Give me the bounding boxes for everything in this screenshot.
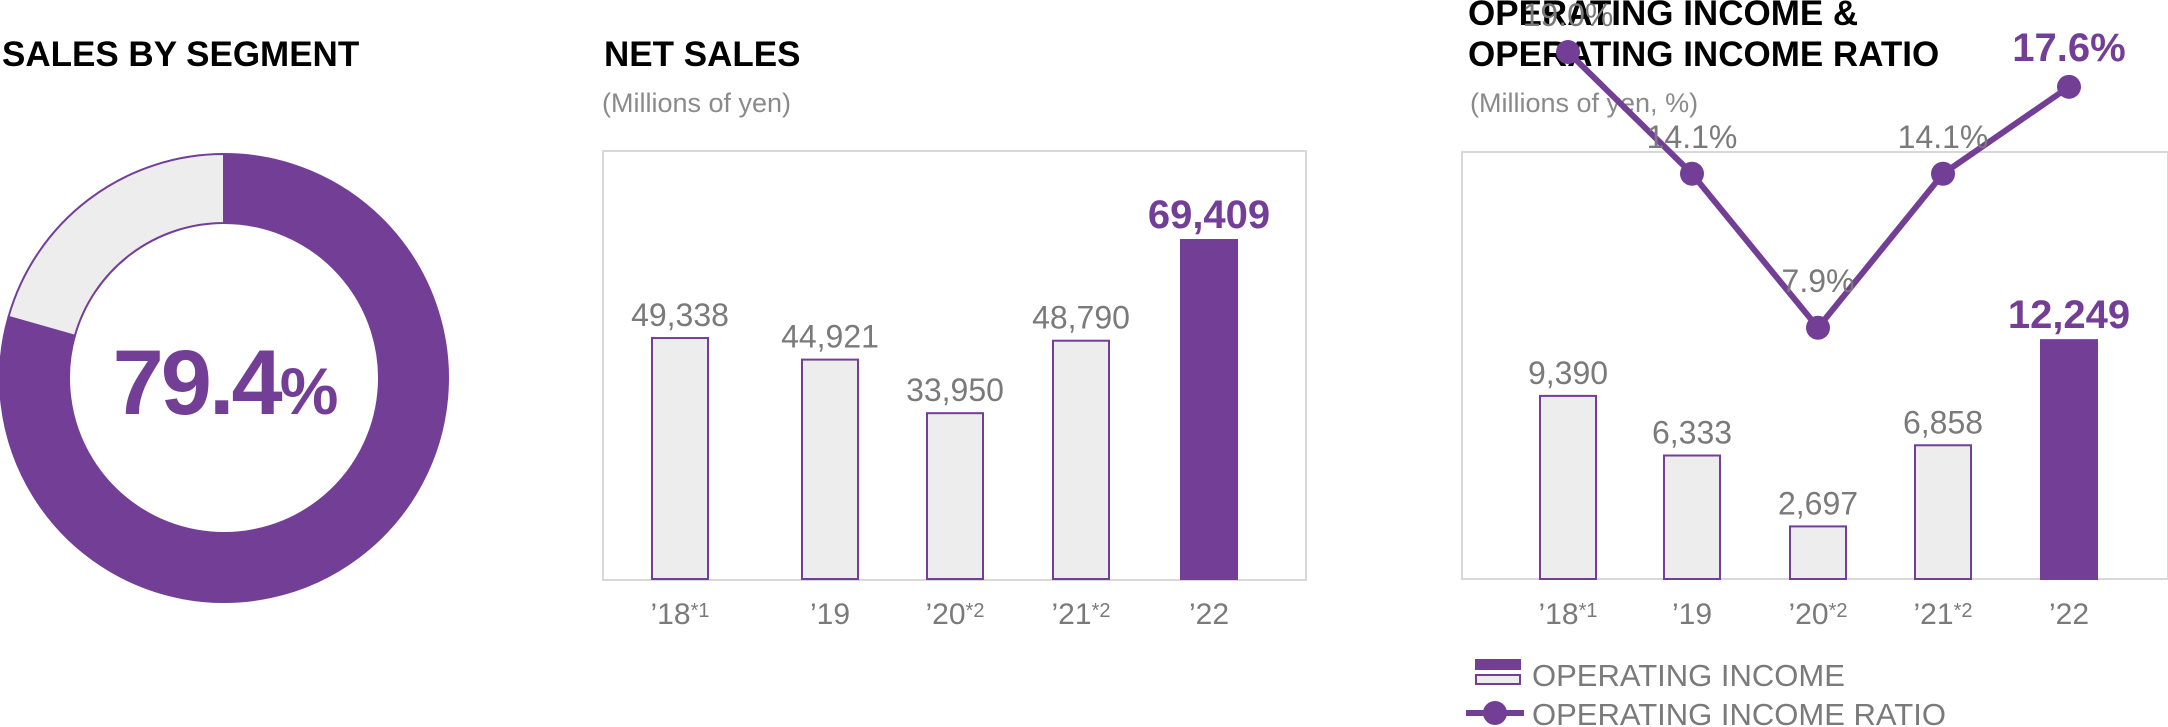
- operating-ratio-point-3: [1931, 161, 1955, 186]
- operating-ratio-value-label-0: 19.0%: [1523, 0, 1614, 33]
- net-sales-title: NET SALES: [604, 35, 801, 74]
- operating-ratio-value-label-3: 14.1%: [1898, 119, 1989, 155]
- operating-income-bar-2: [1789, 525, 1847, 581]
- operating-category-label-2: ’20*2: [1789, 598, 1848, 631]
- net-sales-bar-4: [1180, 239, 1238, 580]
- operating-income-value-label-2: 2,697: [1778, 485, 1858, 521]
- operating-title-line2: OPERATING INCOME RATIO: [1468, 35, 1940, 74]
- legend-ratio-label: OPERATING INCOME RATIO: [1532, 697, 1946, 727]
- net-sales-bar-3: [1052, 339, 1110, 580]
- segment-title: SALES BY SEGMENT: [2, 35, 360, 74]
- operating-ratio-value-label-1: 14.1%: [1647, 119, 1738, 155]
- operating-ratio-point-0: [1556, 40, 1580, 65]
- net-sales-value-label-0: 49,338: [631, 297, 729, 333]
- donut-center-label: 79.4%: [113, 332, 337, 434]
- net-sales-value-label-4: 69,409: [1148, 193, 1270, 237]
- net-sales-value-label-1: 44,921: [781, 319, 879, 355]
- operating-category-label-0: ’18*1: [1539, 598, 1598, 631]
- net-sales-category-label-0: ’18*1: [651, 598, 710, 631]
- legend-income-label: OPERATING INCOME: [1532, 658, 1845, 693]
- operating-income-value-label-3: 6,858: [1903, 404, 1983, 440]
- operating-unit: (Millions of yen, %): [1470, 88, 1699, 118]
- net-sales-value-label-2: 33,950: [906, 372, 1004, 408]
- operating-category-label-4: ’22: [2049, 598, 2089, 631]
- legend-ratio-marker: [1483, 701, 1507, 725]
- operating-ratio-point-2: [1806, 315, 1830, 340]
- operating-ratio-value-label-4: 17.6%: [2012, 26, 2125, 70]
- net-sales-unit: (Millions of yen): [602, 88, 792, 118]
- net-sales-category-label-1: ’19: [810, 598, 850, 631]
- net-sales-bar-2: [926, 412, 984, 580]
- operating-income-value-label-1: 6,333: [1652, 415, 1732, 451]
- operating-income-bar-0: [1539, 394, 1597, 580]
- net-sales-category-label-4: ’22: [1189, 598, 1229, 631]
- operating-ratio-value-label-2: 7.9%: [1782, 263, 1855, 299]
- legend-income-swatch-top: [1475, 659, 1521, 670]
- operating-income-bar-1: [1663, 454, 1721, 580]
- legend-income-swatch-bottom: [1475, 674, 1521, 685]
- operating-income-value-label-0: 9,390: [1528, 355, 1608, 391]
- net-sales-bar-0: [651, 337, 709, 580]
- operating-income-bar-4: [2040, 339, 2098, 580]
- operating-income-bar-3: [1914, 444, 1972, 581]
- net-sales-bar-1: [801, 358, 859, 580]
- operating-income-value-label-4: 12,249: [2008, 293, 2130, 337]
- operating-ratio-point-4: [2057, 74, 2081, 99]
- net-sales-category-label-2: ’20*2: [926, 598, 985, 631]
- operating-ratio-point-1: [1680, 161, 1704, 186]
- operating-category-label-1: ’19: [1672, 598, 1712, 631]
- net-sales-category-label-3: ’21*2: [1052, 598, 1111, 631]
- net-sales-value-label-3: 48,790: [1032, 300, 1130, 336]
- operating-title-line1: OPERATING INCOME &: [1468, 0, 1859, 33]
- donut-slice-1: [7, 152, 225, 337]
- operating-category-label-3: ’21*2: [1914, 598, 1973, 631]
- donut-slice-0: [0, 152, 449, 603]
